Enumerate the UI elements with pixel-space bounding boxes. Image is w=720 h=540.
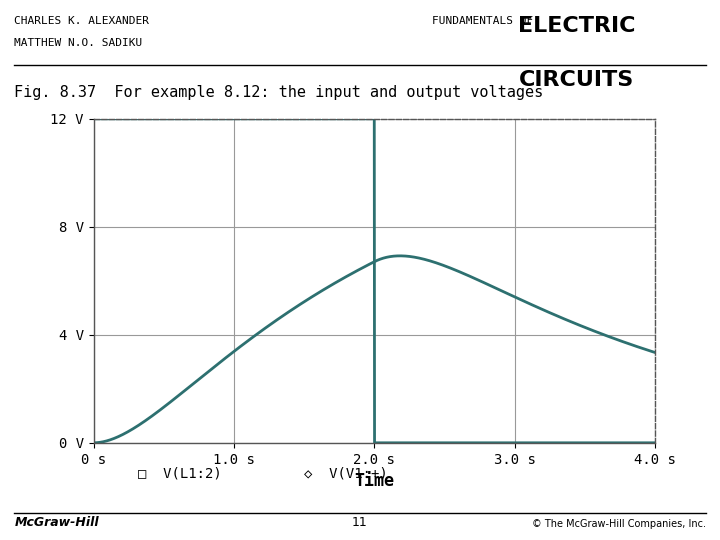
- Text: □  V(L1:2): □ V(L1:2): [138, 467, 222, 481]
- Text: ELECTRIC: ELECTRIC: [518, 16, 636, 36]
- Text: 11: 11: [352, 516, 368, 529]
- Text: McGraw-Hill: McGraw-Hill: [14, 516, 99, 529]
- Text: CHARLES K. ALEXANDER: CHARLES K. ALEXANDER: [14, 16, 150, 26]
- Text: CIRCUITS: CIRCUITS: [518, 70, 634, 90]
- Text: ◇  V(V1:+): ◇ V(V1:+): [304, 467, 387, 481]
- X-axis label: Time: Time: [354, 472, 395, 490]
- Text: MATTHEW N.O. SADIKU: MATTHEW N.O. SADIKU: [14, 38, 143, 48]
- Text: FUNDAMENTALS OF: FUNDAMENTALS OF: [432, 16, 534, 26]
- Text: © The McGraw-Hill Companies, Inc.: © The McGraw-Hill Companies, Inc.: [531, 519, 706, 529]
- Text: Fig. 8.37  For example 8.12: the input and output voltages: Fig. 8.37 For example 8.12: the input an…: [14, 85, 544, 100]
